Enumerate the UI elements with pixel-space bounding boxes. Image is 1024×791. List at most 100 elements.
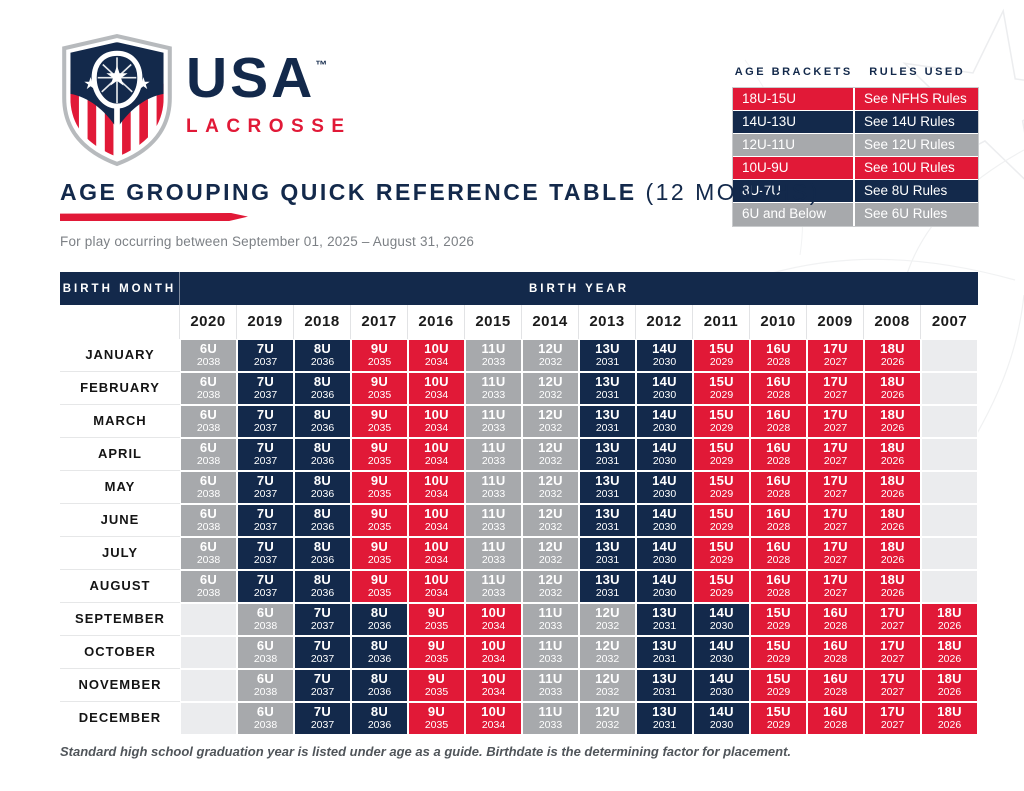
graduation-year: 2035 [367,488,392,501]
age-group-cell: 6U 2038 [237,636,294,669]
age-label: 13U [595,341,620,357]
age-group-cell: 7U 2037 [237,438,294,471]
age-group-cell: 16U 2028 [807,636,864,669]
age-label: 9U [427,671,446,687]
birth-month-cell: AUGUST [60,570,180,603]
age-group-cell: 12U 2032 [522,438,579,471]
age-group-cell: 16U 2028 [750,405,807,438]
graduation-year: 2032 [595,686,620,699]
age-group-cell: 9U 2035 [408,669,465,702]
age-label: 15U [709,539,734,555]
age-label: 15U [709,572,734,588]
graduation-year: 2032 [538,389,563,402]
page-title: AGE GROUPING QUICK REFERENCE TABLE (12 M… [60,179,820,206]
age-group-cell: 8U 2036 [351,669,408,702]
age-group-cell: 18U 2026 [864,405,921,438]
age-label: 15U [766,671,791,687]
age-group-cell: 15U 2029 [693,504,750,537]
age-bracket-cell: 18U-15U [733,88,855,110]
age-group-cell: 12U 2032 [522,372,579,405]
year-column-header: 2015 [465,305,522,339]
age-group-cell: 9U 2035 [351,537,408,570]
rules-table-row: 6U and Below See 6U Rules [733,203,978,226]
graduation-year: 2037 [253,389,278,402]
graduation-year: 2037 [253,554,278,567]
age-group-cell: 8U 2036 [351,636,408,669]
age-group-cell: 13U 2031 [579,504,636,537]
graduation-year: 2029 [709,521,734,534]
graduation-year: 2036 [310,488,335,501]
age-label: 18U [937,704,962,720]
age-group-cell: 17U 2027 [807,471,864,504]
graduation-year: 2033 [481,356,506,369]
empty-cell [921,471,978,504]
age-group-cell: 10U 2034 [408,471,465,504]
age-group-cell: 18U 2026 [864,504,921,537]
age-group-cell: 13U 2031 [579,339,636,372]
age-group-cell: 6U 2038 [237,603,294,636]
date-range-subtitle: For play occurring between September 01,… [60,234,475,249]
graduation-year: 2038 [253,620,278,633]
graduation-year: 2031 [595,455,620,468]
graduation-year: 2037 [310,620,335,633]
age-group-cell: 10U 2034 [465,636,522,669]
graduation-year: 2034 [424,587,449,600]
age-group-cell: 8U 2036 [294,471,351,504]
empty-cell [921,504,978,537]
page-title-main: AGE GROUPING QUICK REFERENCE TABLE [60,179,637,205]
age-label: 17U [880,638,905,654]
graduation-year: 2026 [880,587,905,600]
age-label: 14U [652,506,677,522]
table-row: JUNE 6U 2038 7U 2037 8U 2036 9U 2035 10U 2034 11U 20… [60,504,978,537]
rules-table-row: 18U-15U See NFHS Rules [733,88,978,111]
age-group-cell: 14U 2030 [693,669,750,702]
graduation-year: 2036 [310,554,335,567]
graduation-year: 2027 [823,488,848,501]
graduation-year: 2032 [538,488,563,501]
age-label: 14U [709,638,734,654]
age-label: 12U [538,341,563,357]
age-group-cell: 18U 2026 [864,570,921,603]
age-label: 6U [256,704,275,720]
age-group-cell: 17U 2027 [864,702,921,735]
age-label: 6U [256,671,275,687]
usa-lacrosse-wordmark: USA™ LACROSSE [186,50,352,138]
graduation-year: 2037 [253,422,278,435]
age-label: 17U [823,440,848,456]
graduation-year: 2028 [766,554,791,567]
age-label: 12U [538,440,563,456]
graduation-year: 2038 [196,488,221,501]
age-group-cell: 15U 2029 [693,372,750,405]
graduation-year: 2038 [196,521,221,534]
age-group-cell: 14U 2030 [636,405,693,438]
age-label: 17U [823,374,848,390]
age-label: 10U [424,539,449,555]
age-label: 10U [424,341,449,357]
graduation-year: 2028 [766,587,791,600]
graduation-year: 2033 [538,653,563,666]
page-title-suffix: (12 MONTHS) [645,179,820,205]
age-label: 7U [256,440,275,456]
age-group-cell: 17U 2027 [807,570,864,603]
age-label: 13U [595,374,620,390]
age-group-cell: 13U 2031 [579,438,636,471]
age-group-cell: 18U 2026 [921,669,978,702]
age-label: 11U [538,704,563,720]
age-group-cell: 17U 2027 [807,504,864,537]
age-label: 17U [880,671,905,687]
graduation-year: 2036 [310,422,335,435]
wordmark-usa: USA™ [186,46,328,110]
age-label: 14U [652,539,677,555]
age-group-cell: 11U 2033 [465,471,522,504]
age-group-cell: 18U 2026 [921,603,978,636]
graduation-year: 2031 [595,356,620,369]
age-group-cell: 16U 2028 [807,702,864,735]
age-label: 18U [880,440,905,456]
graduation-year: 2027 [880,719,905,732]
graduation-year: 2030 [652,389,677,402]
age-group-cell: 7U 2037 [294,669,351,702]
age-group-cell: 11U 2033 [465,339,522,372]
age-label: 8U [313,341,332,357]
graduation-year: 2037 [310,686,335,699]
age-label: 18U [880,407,905,423]
